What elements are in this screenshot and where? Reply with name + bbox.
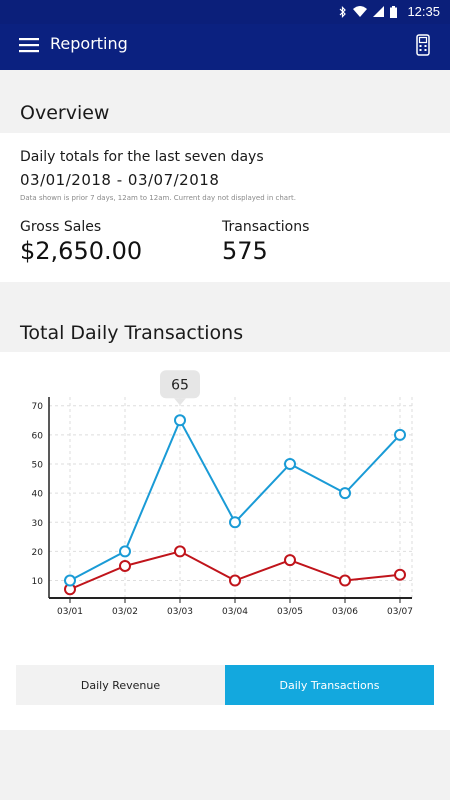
hamburger-menu-icon xyxy=(19,37,39,57)
page-title: Reporting xyxy=(50,34,128,53)
chart-section-title: Total Daily Transactions xyxy=(20,322,244,344)
card-terminal-icon xyxy=(416,34,430,60)
y-tick-label: 60 xyxy=(32,431,44,441)
tooltip-pointer xyxy=(174,398,186,406)
y-tick-label: 20 xyxy=(32,548,44,558)
data-point-1-3 xyxy=(229,574,241,587)
data-point-0-2 xyxy=(174,414,186,427)
data-point-0-4 xyxy=(284,458,296,470)
status-bar: 12:35 xyxy=(0,0,450,24)
data-point-1-4 xyxy=(284,554,296,567)
x-tick-label: 03/02 xyxy=(112,607,138,617)
tooltip-value: 65 xyxy=(171,377,189,393)
data-point-1-2 xyxy=(174,545,186,558)
data-point-0-6 xyxy=(394,428,406,441)
line-chart: 10 20 30 40 50 60 70 03/01 03/02 03/03 03/04 03/05 0… xyxy=(32,370,413,617)
gross-sales-value: $2,650.00 xyxy=(20,237,143,265)
y-tick-label: 10 xyxy=(32,577,44,587)
y-tick-label: 70 xyxy=(32,402,44,412)
overview-subtitle: Daily totals for the last seven days xyxy=(20,149,264,165)
status-icons: 12:35 xyxy=(339,4,440,19)
date-range: 03/01/2018 - 03/07/2018 xyxy=(20,171,220,189)
y-tick-label: 40 xyxy=(32,490,44,500)
data-point-1-1 xyxy=(119,559,131,572)
data-point-0-3 xyxy=(229,516,241,529)
tooltip-box xyxy=(160,370,200,399)
data-point-0-0 xyxy=(64,574,76,587)
bluetooth-icon xyxy=(339,5,347,18)
battery-icon xyxy=(390,5,398,18)
status-time: 12:35 xyxy=(407,4,440,19)
data-point-0-1 xyxy=(119,545,131,558)
x-tick-label: 03/03 xyxy=(167,607,193,617)
overview-card: Daily totals for the last seven days 03/… xyxy=(0,133,450,282)
tab-daily-revenue[interactable]: Daily Revenue xyxy=(16,665,225,705)
gross-sales-label: Gross Sales xyxy=(20,219,102,235)
transactions-label: Transactions xyxy=(222,219,310,235)
transactions-value: 575 xyxy=(222,237,268,265)
card-terminal-button[interactable] xyxy=(408,32,438,62)
x-tick-label: 03/01 xyxy=(57,607,83,617)
y-tick-label: 30 xyxy=(32,519,44,529)
tab-daily-transactions[interactable]: Daily Transactions xyxy=(225,665,434,705)
data-note: Data shown is prior 7 days, 12am to 12am… xyxy=(20,194,296,202)
y-tick-label: 50 xyxy=(32,461,44,471)
data-point-0-5 xyxy=(339,487,351,500)
x-tick-label: 03/06 xyxy=(332,607,358,617)
x-tick-label: 03/04 xyxy=(222,607,248,617)
menu-button[interactable] xyxy=(14,32,44,62)
chart-tabs: Daily Revenue Daily Transactions xyxy=(16,665,434,705)
wifi-icon xyxy=(353,6,368,17)
x-tick-label: 03/05 xyxy=(277,607,303,617)
signal-icon xyxy=(373,6,385,17)
data-point-1-5 xyxy=(339,574,351,587)
data-point-1-6 xyxy=(394,568,406,581)
app-bar: Reporting xyxy=(0,24,450,70)
x-tick-label: 03/07 xyxy=(387,607,413,617)
overview-title: Overview xyxy=(20,102,110,124)
